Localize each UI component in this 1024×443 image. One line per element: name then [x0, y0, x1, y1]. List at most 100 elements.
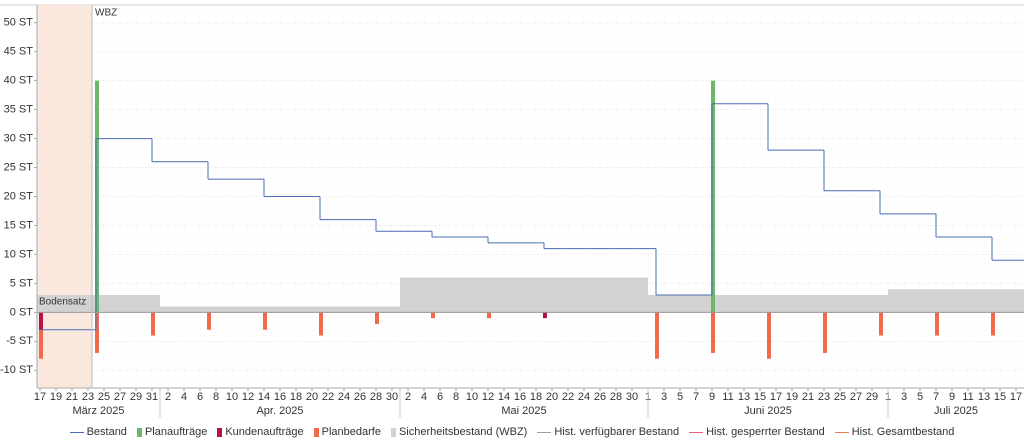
- y-tick-label: 10 ST: [4, 248, 34, 260]
- x-tick-label: 25: [834, 391, 846, 403]
- bar: [711, 312, 715, 353]
- x-tick-label: 23: [818, 391, 830, 403]
- x-tick-label: 25: [98, 391, 110, 403]
- legend-item[interactable]: Hist. verfügbarer Bestand: [537, 423, 679, 441]
- y-tick-label: 35 ST: [4, 104, 34, 116]
- bar: [879, 312, 883, 336]
- safety-stock-area: [648, 294, 888, 313]
- y-tick-label: 50 ST: [4, 17, 34, 29]
- x-tick-label: 8: [453, 391, 459, 403]
- bar: [655, 312, 659, 359]
- month-label: Mai 2025: [501, 405, 546, 417]
- x-tick-label: 11: [722, 391, 733, 403]
- x-tick-label: 21: [66, 391, 78, 403]
- x-tick-label: 28: [610, 391, 622, 403]
- bar: [151, 312, 155, 336]
- x-tick-label: 7: [693, 391, 699, 403]
- legend-label: Hist. verfügbarer Bestand: [554, 426, 680, 438]
- y-tick-label: -10 ST: [0, 364, 33, 376]
- x-tick-label: 15: [994, 391, 1006, 403]
- month-label: März 2025: [73, 405, 125, 417]
- bar: [319, 312, 323, 336]
- bar: [991, 312, 995, 336]
- x-tick-label: 18: [530, 391, 542, 403]
- x-tick-label: 3: [901, 391, 907, 403]
- bar: [263, 312, 267, 330]
- month-label: Juni 2025: [744, 405, 792, 417]
- safety-stock-area: [888, 289, 1024, 313]
- legend-swatch: [69, 431, 84, 433]
- x-tick-label: 19: [50, 391, 62, 403]
- x-tick-label: 5: [917, 391, 923, 403]
- x-tick-label: 18: [290, 391, 302, 403]
- y-tick-label: 5 ST: [10, 277, 34, 289]
- x-tick-label: 9: [949, 391, 955, 403]
- x-tick-label: 20: [546, 391, 558, 403]
- x-tick-label: 17: [770, 391, 782, 403]
- bar: [487, 312, 491, 319]
- legend-item[interactable]: Sicherheitsbestand (WBZ): [390, 423, 528, 441]
- x-tick-label: 12: [482, 391, 494, 403]
- legend-swatch: [689, 431, 704, 433]
- x-tick-label: 29: [866, 391, 878, 403]
- bar: [39, 312, 43, 330]
- x-tick-label: 27: [850, 391, 862, 403]
- wbz-label: WBZ: [95, 8, 117, 19]
- x-tick-label: 26: [594, 391, 606, 403]
- legend-item[interactable]: Hist. gesperrter Bestand: [689, 423, 825, 441]
- legend: Bestand Planaufträge Kundenaufträge Planbed…: [0, 423, 1024, 441]
- x-tick-label: 11: [962, 391, 973, 403]
- legend-item[interactable]: Planaufträge: [136, 423, 208, 441]
- x-tick-label: 7: [933, 391, 939, 403]
- y-tick-label: 0 ST: [10, 306, 34, 318]
- x-tick-label: 4: [181, 391, 187, 403]
- legend-label: Planaufträge: [144, 426, 208, 438]
- y-tick-label: 25 ST: [4, 161, 34, 173]
- x-tick-label: 19: [786, 391, 798, 403]
- x-tick-label: 29: [130, 391, 142, 403]
- legend-item[interactable]: Planbedarfe: [313, 423, 381, 441]
- bar: [935, 312, 939, 336]
- bar: [375, 312, 379, 324]
- legend-item[interactable]: Bestand: [69, 423, 127, 441]
- x-tick-label: 2: [405, 391, 411, 403]
- legend-swatch: [136, 427, 142, 437]
- legend-swatch: [834, 431, 849, 433]
- x-tick-label: 9: [709, 391, 715, 403]
- x-tick-label: 17: [1010, 391, 1022, 403]
- x-tick-label: 3: [661, 391, 667, 403]
- x-tick-label: 16: [514, 391, 526, 403]
- bar: [543, 312, 547, 319]
- x-tick-label: 26: [354, 391, 366, 403]
- legend-item[interactable]: Kundenaufträge: [217, 423, 304, 441]
- safety-stock-area: [400, 277, 648, 313]
- x-tick-label: 13: [738, 391, 750, 403]
- bar: [431, 312, 435, 319]
- legend-item[interactable]: Hist. Gesamtbestand: [834, 423, 955, 441]
- y-tick-label: -5 ST: [6, 335, 33, 347]
- safety-stock-area: [160, 306, 400, 313]
- x-tick-label: 14: [258, 391, 270, 403]
- x-tick-label: 24: [578, 391, 590, 403]
- legend-label: Hist. Gesamtbestand: [851, 426, 955, 438]
- bar: [711, 80, 715, 313]
- x-tick-label: 24: [338, 391, 350, 403]
- bar: [207, 312, 211, 330]
- x-tick-label: 30: [626, 391, 638, 403]
- y-tick-label: 45 ST: [4, 46, 34, 58]
- month-label: Apr. 2025: [256, 405, 303, 417]
- x-tick-label: 16: [274, 391, 286, 403]
- bar: [95, 80, 99, 313]
- bar: [823, 312, 827, 353]
- bodensatz-label: Bodensatz: [39, 296, 86, 307]
- x-tick-label: 12: [242, 391, 254, 403]
- x-tick-label: 22: [322, 391, 334, 403]
- y-tick-label: 30 ST: [4, 132, 34, 144]
- x-tick-label: 4: [421, 391, 427, 403]
- x-tick-label: 10: [466, 391, 478, 403]
- bar: [767, 312, 771, 359]
- x-tick-label: 2: [165, 391, 171, 403]
- x-tick-label: 31: [146, 391, 158, 403]
- legend-label: Sicherheitsbestand (WBZ): [398, 426, 528, 438]
